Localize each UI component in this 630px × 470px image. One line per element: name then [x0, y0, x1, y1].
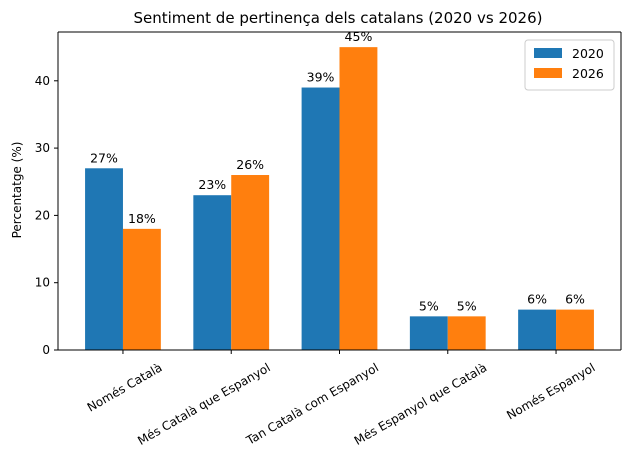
data-label-2026-0: 18%: [128, 211, 156, 226]
plot-area: 27% 23% 39% 5% 6% 18% 26% 45% 5% 6% 0 10 20 30 40 Només…: [35, 29, 622, 448]
bar-2026-2: [339, 47, 378, 351]
bar-2020-0: [85, 168, 123, 350]
y-tick-label-2: 20: [35, 208, 50, 222]
legend-swatch-2020: [534, 48, 562, 58]
data-label-2020-0: 27%: [90, 150, 118, 165]
y-tick-label-1: 10: [35, 276, 50, 290]
bar-2026-1: [231, 175, 270, 350]
bar-2026-3: [447, 316, 486, 350]
y-tick-label-4: 40: [35, 74, 50, 88]
y-tick-label-3: 30: [35, 141, 50, 155]
x-tick-label-4: Només Espanyol: [504, 360, 597, 422]
data-label-2020-3: 5%: [419, 298, 439, 313]
data-label-2026-4: 6%: [565, 292, 585, 307]
bar-2026-4: [556, 309, 594, 350]
bar-2020-1: [193, 195, 232, 350]
legend-swatch-2026: [534, 68, 562, 78]
bar-2020-2: [301, 87, 340, 351]
y-tick-label-0: 0: [42, 343, 50, 357]
bar-2026-0: [122, 228, 161, 350]
chart-title: Sentiment de pertinença dels catalans (2…: [134, 9, 543, 27]
data-label-2026-2: 45%: [345, 29, 373, 44]
x-tick-label-0: Només Català: [85, 360, 165, 414]
data-label-2020-1: 23%: [198, 177, 226, 192]
data-label-2020-2: 39%: [307, 70, 335, 85]
legend-label-2026: 2026: [572, 66, 604, 81]
data-label-2026-1: 26%: [236, 157, 264, 172]
bar-2020-4: [518, 309, 557, 350]
legend-label-2020: 2020: [572, 46, 604, 61]
data-label-2020-4: 6%: [527, 292, 547, 307]
data-label-2026-3: 5%: [457, 298, 477, 313]
y-axis-label: Percentatge (%): [10, 142, 24, 239]
bar-2020-3: [409, 316, 448, 350]
